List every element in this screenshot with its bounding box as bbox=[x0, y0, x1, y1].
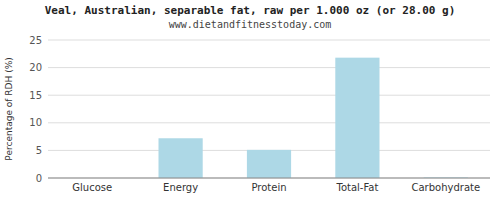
grid-line bbox=[48, 122, 490, 123]
x-tick-label: Energy bbox=[163, 182, 198, 193]
x-axis-line bbox=[48, 178, 490, 179]
bar bbox=[247, 150, 291, 178]
x-tick-label: Carbohydrate bbox=[411, 182, 480, 193]
x-tick-label: Total-Fat bbox=[335, 182, 378, 193]
bar bbox=[159, 138, 203, 178]
y-tick-label: 0 bbox=[36, 173, 42, 184]
grid-line bbox=[48, 95, 490, 96]
bar bbox=[335, 58, 379, 178]
y-tick-label: 10 bbox=[29, 117, 42, 128]
grid-line bbox=[48, 178, 490, 179]
x-tick-label: Glucose bbox=[72, 182, 112, 193]
y-tick-label: 5 bbox=[36, 145, 42, 156]
chart-container: Veal, Australian, separable fat, raw per… bbox=[0, 0, 500, 200]
x-tick-label: Protein bbox=[251, 182, 286, 193]
y-tick-label: 15 bbox=[29, 90, 42, 101]
y-tick-label: 20 bbox=[29, 62, 42, 73]
grid-line bbox=[48, 67, 490, 68]
page: {"chart_data": {"type": "bar", "title": … bbox=[0, 0, 500, 200]
grid-line bbox=[48, 40, 490, 41]
x-axis: Glucose Energy Protein Total-Fat Carbohydrat… bbox=[72, 182, 480, 193]
y-tick-label: 25 bbox=[29, 35, 42, 46]
y-axis: 0 5 10 15 20 25 bbox=[29, 35, 490, 184]
y-axis-label: Percentage of RDH (%) bbox=[4, 57, 14, 160]
bars bbox=[159, 58, 468, 178]
subtitle: www.dietandfitnesstoday.com bbox=[169, 19, 332, 30]
title: Veal, Australian, separable fat, raw per… bbox=[45, 4, 456, 17]
chart-svg: Veal, Australian, separable fat, raw per… bbox=[0, 0, 500, 200]
